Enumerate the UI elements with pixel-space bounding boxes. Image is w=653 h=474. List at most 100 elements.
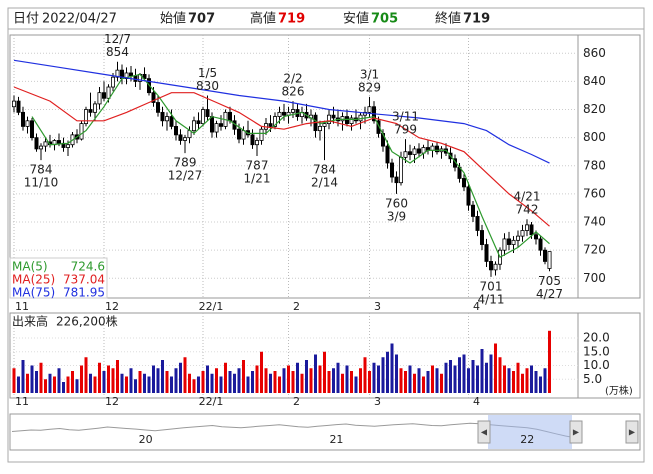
x-tick-label: 2: [293, 300, 300, 313]
volume-bar: [192, 379, 196, 393]
volume-bar: [224, 362, 227, 393]
annotation-value: 826: [282, 85, 305, 99]
volume-bar: [174, 368, 178, 393]
scroll-arrow[interactable]: ▶: [573, 428, 580, 437]
candle-body: [93, 103, 98, 113]
volume-bar: [381, 357, 385, 393]
legend-value: 737.04: [63, 273, 105, 287]
volume-bar: [251, 371, 254, 393]
annotation-date: 1/21: [244, 171, 271, 185]
candle-body: [200, 109, 205, 125]
candle-body: [102, 92, 107, 99]
volume-bar: [404, 371, 407, 393]
volume-bar: [350, 371, 353, 393]
volume-bar: [341, 373, 344, 393]
x-tick-label: 11: [15, 395, 29, 408]
candle-body: [367, 106, 372, 113]
candle-body: [475, 216, 480, 231]
volume-bar: [525, 368, 529, 393]
volume-bar: [183, 357, 187, 393]
candle-body: [430, 145, 435, 151]
candle-body: [155, 102, 160, 113]
candle-body: [66, 144, 71, 148]
volume-bar: [327, 371, 331, 393]
volume-bar: [66, 376, 70, 393]
candle-body: [493, 263, 498, 271]
volume-bar: [152, 365, 155, 393]
volume-bar: [534, 371, 538, 393]
unit-label: (万株): [605, 384, 633, 397]
volume-bar: [102, 371, 106, 393]
y-tick-label: 840: [583, 74, 606, 88]
y-tick-label: 5.0: [583, 372, 602, 386]
open-label: 始値: [160, 11, 186, 27]
candle-body: [79, 123, 84, 140]
candle-body: [250, 134, 255, 146]
annotation-value: 742: [516, 203, 539, 217]
volume-bar: [336, 362, 340, 393]
candle-body: [34, 137, 39, 150]
volume-value: 226,200株: [56, 314, 118, 329]
annotation-date: 12/27: [168, 169, 203, 183]
candle-body: [16, 100, 21, 113]
candle-body: [394, 176, 399, 184]
volume-bar: [300, 373, 304, 393]
volume-bar: [30, 365, 34, 393]
volume-bar: [219, 376, 223, 393]
volume-bar: [156, 368, 160, 393]
candle-body: [209, 116, 214, 133]
annotation-value: 784: [313, 163, 336, 177]
volume-bar: [345, 365, 349, 393]
candle-body: [164, 116, 169, 122]
volume-bar: [233, 373, 236, 393]
scroll-button[interactable]: [625, 420, 639, 444]
volume-bar: [143, 373, 146, 393]
annotation-value: 830: [196, 79, 219, 93]
volume-bar: [417, 368, 421, 393]
volume-bar: [242, 360, 245, 393]
x-tick-label: 4: [473, 300, 480, 313]
volume-bar: [125, 376, 128, 393]
volume-bar: [201, 371, 205, 393]
open: 707: [188, 12, 215, 27]
volume-bar: [278, 376, 281, 393]
volume-bar: [179, 362, 182, 393]
candle-body: [214, 123, 219, 133]
annotation-value: 789: [174, 156, 197, 170]
candle-body: [25, 120, 30, 127]
navigator-label: 21: [329, 433, 343, 446]
candle-body: [88, 109, 93, 113]
annotation-date: 2/14: [311, 176, 338, 190]
y-tick-label: 20.0: [583, 331, 610, 345]
volume-bar: [431, 365, 434, 393]
candle-body: [322, 123, 327, 127]
volume-bar: [260, 351, 263, 393]
high-label: 高値: [250, 11, 276, 27]
volume-bar: [188, 373, 191, 393]
scroll-button[interactable]: [477, 420, 491, 444]
candle-body: [506, 238, 511, 245]
volume-bar: [368, 371, 371, 393]
low-label: 安値: [343, 11, 369, 27]
volume-bar: [255, 365, 259, 393]
volume-bar: [444, 362, 448, 393]
y-tick-label: 800: [583, 130, 606, 144]
volume-bar: [170, 376, 173, 393]
volume-bar: [453, 365, 457, 393]
legend-name: MA(25): [12, 273, 55, 287]
candle-body: [479, 230, 484, 245]
candle-body: [115, 69, 120, 78]
close: 719: [463, 12, 490, 27]
volume-bar: [273, 371, 277, 393]
volume-bar: [134, 379, 137, 393]
candle-body: [344, 116, 349, 125]
volume-bar: [530, 365, 533, 393]
legend-value: 724.6: [71, 260, 105, 274]
y-tick-label: 860: [583, 46, 606, 60]
scroll-button[interactable]: [569, 420, 583, 444]
scroll-arrow[interactable]: ◀: [481, 428, 488, 437]
volume-bar: [413, 373, 416, 393]
scroll-arrow[interactable]: ▶: [629, 428, 636, 437]
volume-bar: [161, 360, 164, 393]
volume-bar: [12, 368, 16, 393]
